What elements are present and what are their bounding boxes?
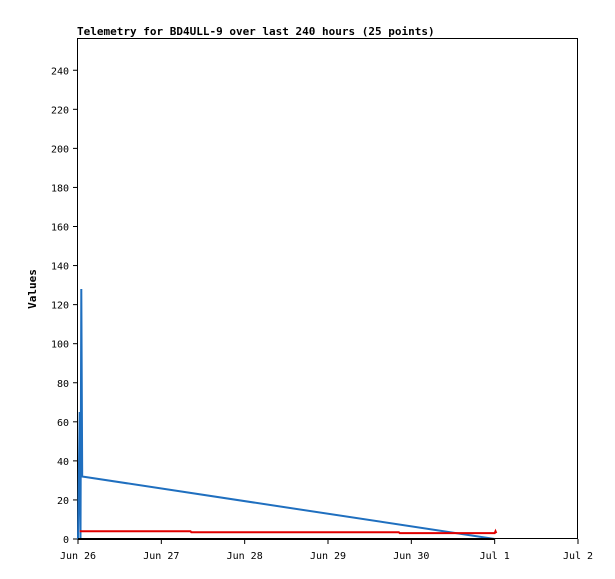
y-tick-label: 40 <box>57 457 69 468</box>
y-tick-label: 120 <box>51 301 69 312</box>
y-tick-label: 0 <box>63 535 69 546</box>
y-tick-label: 220 <box>51 105 69 116</box>
x-tick-label: Jul 2 <box>563 551 593 562</box>
series-layer <box>77 288 498 540</box>
x-axis: Jun 26 Jun 27 Jun 28 Jun 29 Jun 30 Jul 1 Jul 2 <box>60 539 593 562</box>
y-tick-label: 180 <box>51 183 69 194</box>
x-tick-label: Jun 27 <box>143 551 179 562</box>
x-tick-label: Jun 28 <box>227 551 263 562</box>
plot-frame <box>77 38 578 539</box>
y-tick-label: 200 <box>51 144 69 155</box>
y-tick-label: 80 <box>57 379 69 390</box>
y-tick-label: 140 <box>51 262 69 273</box>
series-line-1 <box>77 288 495 540</box>
x-tick-label: Jun 29 <box>310 551 346 562</box>
x-tick-label: Jul 1 <box>480 551 510 562</box>
y-axis-title: Values <box>26 269 39 309</box>
y-tick-label: 100 <box>51 340 69 351</box>
chart-title: Telemetry for BD4ULL-9 over last 240 hou… <box>77 25 435 38</box>
y-tick-label: 20 <box>57 496 69 507</box>
y-axis: 0 20 40 60 80 100 120 140 160 180 200 220 240 <box>51 66 78 546</box>
y-tick-label: 240 <box>51 66 69 77</box>
y-tick-label: 160 <box>51 223 69 234</box>
series-line-2 <box>79 528 498 535</box>
y-tick-label: 60 <box>57 418 69 429</box>
x-tick-label: Jun 30 <box>393 551 429 562</box>
x-tick-label: Jun 26 <box>60 551 96 562</box>
